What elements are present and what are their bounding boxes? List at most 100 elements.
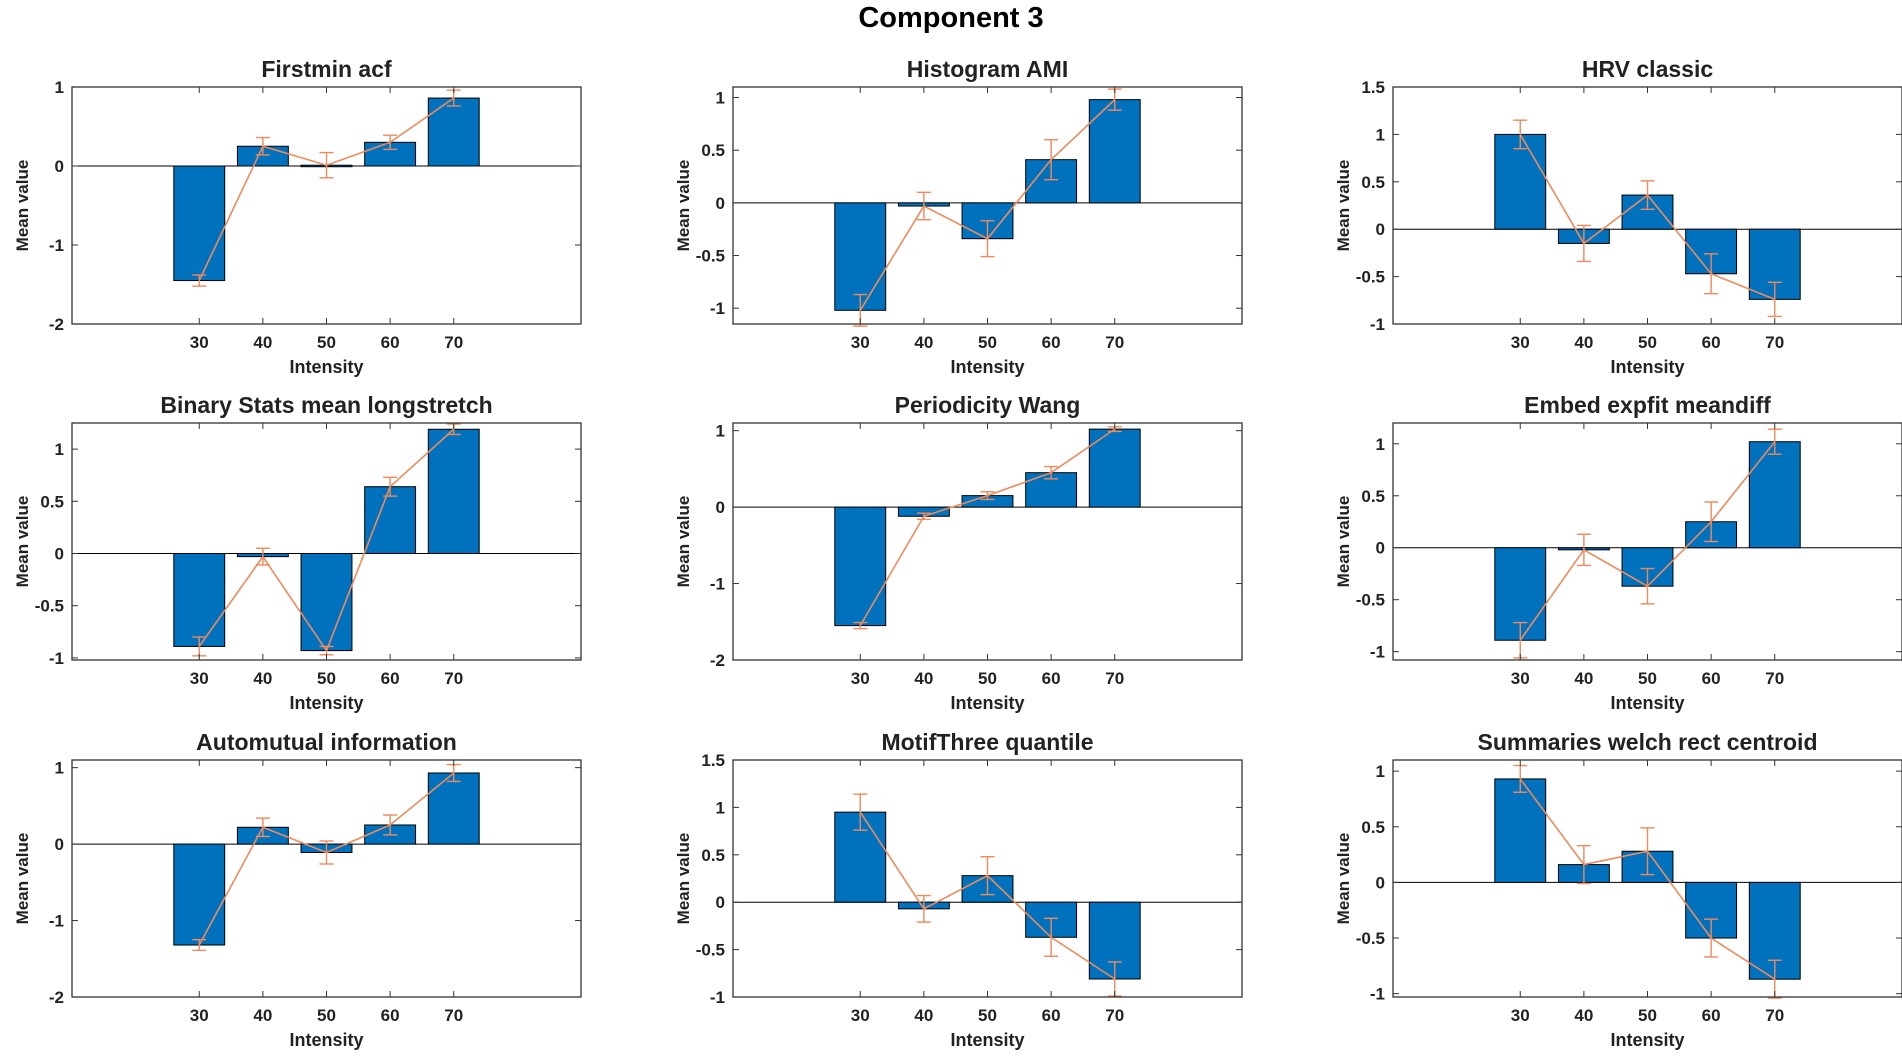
error-bar xyxy=(255,136,270,156)
y-tick-label: 0 xyxy=(1376,220,1385,239)
chart-panel: MotifThree quantile -1 -0.5 0 0.5 1 1.5 30 40 50 6… xyxy=(674,729,1243,1050)
error-bar xyxy=(1576,533,1591,567)
x-tick-label: 70 xyxy=(1105,333,1124,352)
y-axis-label: Mean value xyxy=(13,496,32,588)
y-tick-label: 0 xyxy=(55,157,64,176)
y-axis-label: Mean value xyxy=(674,833,693,925)
x-tick-label: 70 xyxy=(1105,1006,1124,1025)
x-tick-label: 70 xyxy=(1765,669,1784,688)
x-tick-label: 30 xyxy=(851,669,870,688)
y-axis-label: Mean value xyxy=(1334,160,1353,252)
x-tick-label: 40 xyxy=(1574,669,1593,688)
x-axis-label: Intensity xyxy=(289,693,363,713)
y-tick-label: -1 xyxy=(49,912,64,931)
error-bar xyxy=(853,793,868,831)
chart-title: Embed expfit meandiff xyxy=(1524,392,1771,418)
y-tick-label: 0 xyxy=(1376,873,1385,892)
x-axis-label: Intensity xyxy=(1610,357,1684,377)
x-tick-label: 30 xyxy=(1511,1006,1530,1025)
x-axis-label: Intensity xyxy=(950,1030,1024,1050)
y-tick-label: -0.5 xyxy=(1356,268,1385,287)
bar xyxy=(427,97,480,167)
y-tick-label: -1 xyxy=(1370,985,1385,1004)
error-bar xyxy=(1767,281,1782,318)
x-tick-label: 60 xyxy=(1702,1006,1721,1025)
x-tick-label: 40 xyxy=(914,669,933,688)
y-tick-label: 0.5 xyxy=(701,141,725,160)
y-tick-label: 0 xyxy=(716,194,725,213)
axes-box xyxy=(71,86,582,325)
error-bar xyxy=(980,855,995,896)
error-bar xyxy=(1513,119,1528,150)
x-tick-label: 50 xyxy=(1638,1006,1657,1025)
x-tick-label: 40 xyxy=(1574,1006,1593,1025)
y-tick-label: 1 xyxy=(716,422,725,441)
x-tick-label: 70 xyxy=(1105,669,1124,688)
x-tick-label: 50 xyxy=(317,1006,336,1025)
chart-panel: Periodicity Wang -2 -1 0 1 30 40 50 60 70 Intensit… xyxy=(674,392,1243,713)
chart-panel: Histogram AMI -1 -0.5 0 0.5 1 30 40 50 60 70 Intens… xyxy=(674,56,1243,377)
x-axis-label: Intensity xyxy=(1610,693,1684,713)
x-tick-label: 40 xyxy=(253,1006,272,1025)
y-tick-label: 0.5 xyxy=(1361,487,1385,506)
bar xyxy=(834,506,887,627)
x-tick-label: 40 xyxy=(914,333,933,352)
y-tick-label: -2 xyxy=(49,988,64,1007)
error-bar xyxy=(980,220,995,258)
y-tick-label: 0 xyxy=(716,498,725,517)
x-tick-label: 40 xyxy=(253,669,272,688)
y-axis-label: Mean value xyxy=(1334,833,1353,925)
y-tick-label: 1 xyxy=(55,759,64,778)
y-axis-label: Mean value xyxy=(13,833,32,925)
y-tick-label: 0.5 xyxy=(701,846,725,865)
bar xyxy=(834,202,887,311)
y-tick-label: 1 xyxy=(55,440,64,459)
error-bar xyxy=(319,151,334,179)
x-axis-label: Intensity xyxy=(950,357,1024,377)
x-axis-label: Intensity xyxy=(289,357,363,377)
y-tick-label: -1 xyxy=(1370,643,1385,662)
chart-panel: Summaries welch rect centroid -1 -0.5 0 0.5 1… xyxy=(1334,729,1902,1050)
x-tick-label: 50 xyxy=(1638,669,1657,688)
x-axis-label: Intensity xyxy=(289,1030,363,1050)
y-tick-label: 1 xyxy=(1376,125,1385,144)
error-bar xyxy=(1767,428,1782,455)
y-axis-label: Mean value xyxy=(1334,496,1353,588)
x-tick-label: 50 xyxy=(317,669,336,688)
x-tick-label: 60 xyxy=(1702,333,1721,352)
error-bar xyxy=(1044,917,1059,957)
bar xyxy=(173,843,226,946)
x-tick-label: 60 xyxy=(1702,669,1721,688)
y-tick-label: -1 xyxy=(1370,315,1385,334)
error-bar xyxy=(192,274,207,287)
y-tick-label: 0 xyxy=(55,545,64,564)
error-bar xyxy=(383,134,398,151)
y-tick-label: -0.5 xyxy=(1356,591,1385,610)
mean-line xyxy=(198,97,455,281)
chart-title: Periodicity Wang xyxy=(895,392,1081,418)
error-bar xyxy=(1044,465,1059,480)
y-tick-label: 1 xyxy=(716,89,725,108)
chart-title: Summaries welch rect centroid xyxy=(1477,729,1817,755)
y-tick-label: -0.5 xyxy=(1356,929,1385,948)
x-tick-label: 70 xyxy=(1765,333,1784,352)
bar xyxy=(1748,441,1801,549)
error-bar xyxy=(1640,180,1655,210)
error-bar xyxy=(1640,567,1655,605)
error-bar xyxy=(916,191,931,221)
x-tick-label: 70 xyxy=(444,669,463,688)
error-bar xyxy=(1576,844,1591,885)
error-bar xyxy=(383,476,398,497)
x-tick-label: 70 xyxy=(1765,1006,1784,1025)
error-bar xyxy=(1704,918,1719,958)
y-axis-label: Mean value xyxy=(674,160,693,252)
chart-panel: HRV classic -1 -0.5 0 0.5 1 1.5 30 40 50 60 70 Inten… xyxy=(1334,56,1902,377)
x-tick-label: 30 xyxy=(851,1006,870,1025)
mean-line xyxy=(859,428,1116,626)
x-tick-label: 30 xyxy=(1511,333,1530,352)
x-tick-label: 30 xyxy=(1511,669,1530,688)
x-tick-label: 30 xyxy=(851,333,870,352)
error-bar xyxy=(255,547,270,566)
x-tick-label: 50 xyxy=(1638,333,1657,352)
